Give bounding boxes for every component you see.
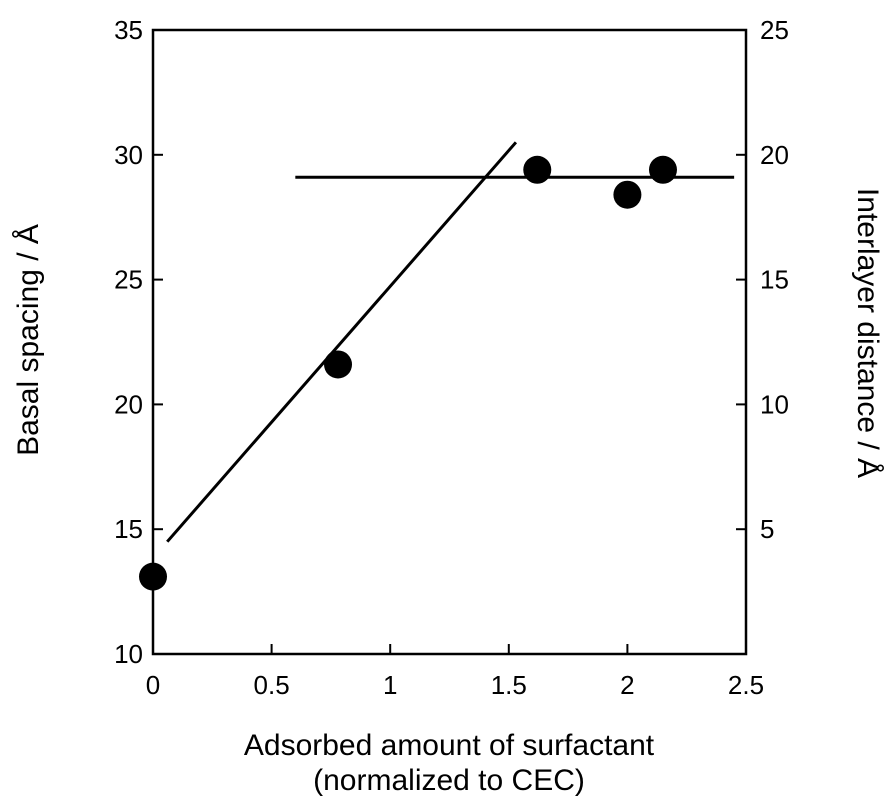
y-axis-ticks: 10 15 20 25 30 35 <box>114 15 163 669</box>
x-axis-title-line-1: Adsorbed amount of surfactant <box>244 729 655 762</box>
x-tick-label: 0.5 <box>254 670 290 700</box>
x-axis-ticks: 0 0.5 1 1.5 2 2.5 <box>146 644 764 700</box>
data-points <box>139 155 677 591</box>
y-tick-label: 20 <box>114 389 143 419</box>
y2-axis-ticks: 5 10 15 20 25 <box>736 15 789 544</box>
data-point <box>139 562 167 591</box>
x-tick-label: 1 <box>383 670 397 700</box>
y-tick-label: 15 <box>114 514 143 544</box>
y-tick-label: 30 <box>114 140 143 170</box>
data-point <box>523 155 552 184</box>
data-point <box>648 155 677 184</box>
data-point <box>613 180 642 209</box>
y-tick-label: 35 <box>114 15 143 45</box>
y2-tick-label: 20 <box>760 140 789 170</box>
x-tick-label: 2.5 <box>728 670 764 700</box>
y2-axis-title: Interlayer distance / Å <box>851 188 884 478</box>
y2-tick-label: 25 <box>760 15 789 45</box>
y2-tick-label: 10 <box>760 389 789 419</box>
fit-lines <box>166 141 735 543</box>
y2-tick-label: 5 <box>760 514 774 544</box>
data-point <box>324 350 353 379</box>
y2-tick-label: 15 <box>760 265 789 295</box>
y-tick-label: 25 <box>114 265 143 295</box>
x-tick-label: 1.5 <box>491 670 527 700</box>
x-tick-label: 2 <box>620 670 634 700</box>
y-axis-title: Basal spacing / Å <box>12 224 45 456</box>
x-tick-label: 0 <box>146 670 160 700</box>
x-axis-title-line-2: (normalized to CEC) <box>313 764 585 797</box>
y-tick-label: 10 <box>114 639 143 669</box>
plot-frame <box>151 28 748 656</box>
fit-line <box>166 141 518 543</box>
